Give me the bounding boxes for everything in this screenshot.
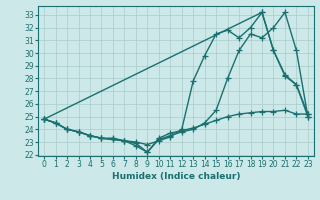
X-axis label: Humidex (Indice chaleur): Humidex (Indice chaleur) [112,172,240,181]
